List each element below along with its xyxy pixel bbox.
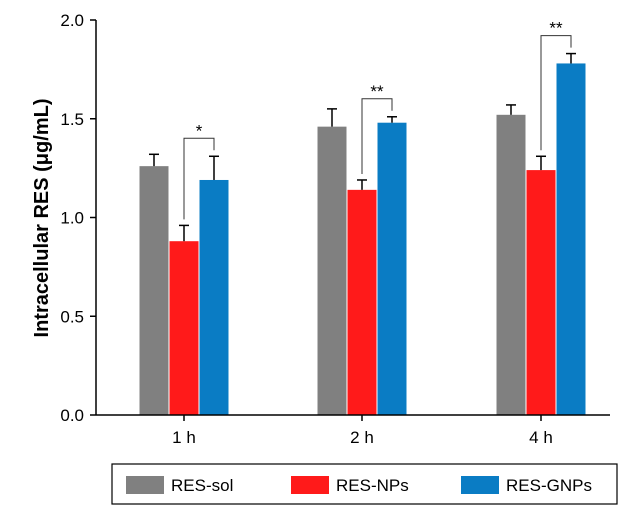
bar-res-nps-2h bbox=[347, 189, 377, 415]
legend-items: RES-sol RES-NPs RES-GNPs bbox=[126, 476, 592, 495]
y-ticks-layer: 0.0 0.5 1.0 1.5 2.0 bbox=[60, 11, 96, 425]
bar-res-nps-1h bbox=[169, 241, 199, 415]
legend: RES-sol RES-NPs RES-GNPs bbox=[111, 463, 618, 505]
legend-box bbox=[111, 463, 618, 505]
legend-swatch-res-nps bbox=[291, 476, 329, 494]
legend-label-res-gnps: RES-GNPs bbox=[506, 476, 592, 495]
bar-res-gnps-2h bbox=[377, 122, 407, 415]
y-tick-label: 2.0 bbox=[60, 11, 84, 30]
error-bars-layer bbox=[149, 52, 576, 242]
legend-label-res-sol: RES-sol bbox=[171, 476, 233, 495]
bar-res-sol-2h bbox=[317, 126, 347, 416]
significance-marker: * bbox=[196, 121, 203, 140]
y-axis-label: Intracellular RES (μg/mL) bbox=[31, 99, 53, 338]
bar-res-sol-4h bbox=[496, 114, 526, 416]
y-tick-label: 0.0 bbox=[60, 406, 84, 425]
bar-res-nps-4h bbox=[526, 170, 556, 415]
significance-layer: ***** bbox=[183, 19, 572, 220]
y-tick-label: 1.5 bbox=[60, 110, 84, 129]
y-tick-label: 0.5 bbox=[60, 307, 84, 326]
legend-swatch-res-sol bbox=[126, 476, 164, 494]
bar-res-gnps-1h bbox=[199, 179, 229, 415]
x-ticks-layer: 1 h 2 h 4 h bbox=[172, 415, 553, 447]
legend-swatch-res-gnps bbox=[461, 476, 499, 494]
bar-res-gnps-4h bbox=[556, 63, 586, 415]
bar-res-sol-1h bbox=[139, 166, 169, 415]
x-tick-label: 1 h bbox=[172, 428, 196, 447]
legend-label-res-nps: RES-NPs bbox=[336, 476, 409, 495]
significance-bracket bbox=[183, 137, 215, 220]
significance-marker: ** bbox=[370, 82, 384, 101]
significance-marker: ** bbox=[549, 19, 563, 38]
bars-layer bbox=[139, 63, 586, 416]
x-tick-label: 4 h bbox=[529, 428, 553, 447]
significance-bracket bbox=[361, 98, 393, 174]
y-tick-label: 1.0 bbox=[60, 209, 84, 228]
x-tick-label: 2 h bbox=[350, 428, 374, 447]
significance-bracket bbox=[540, 35, 572, 151]
